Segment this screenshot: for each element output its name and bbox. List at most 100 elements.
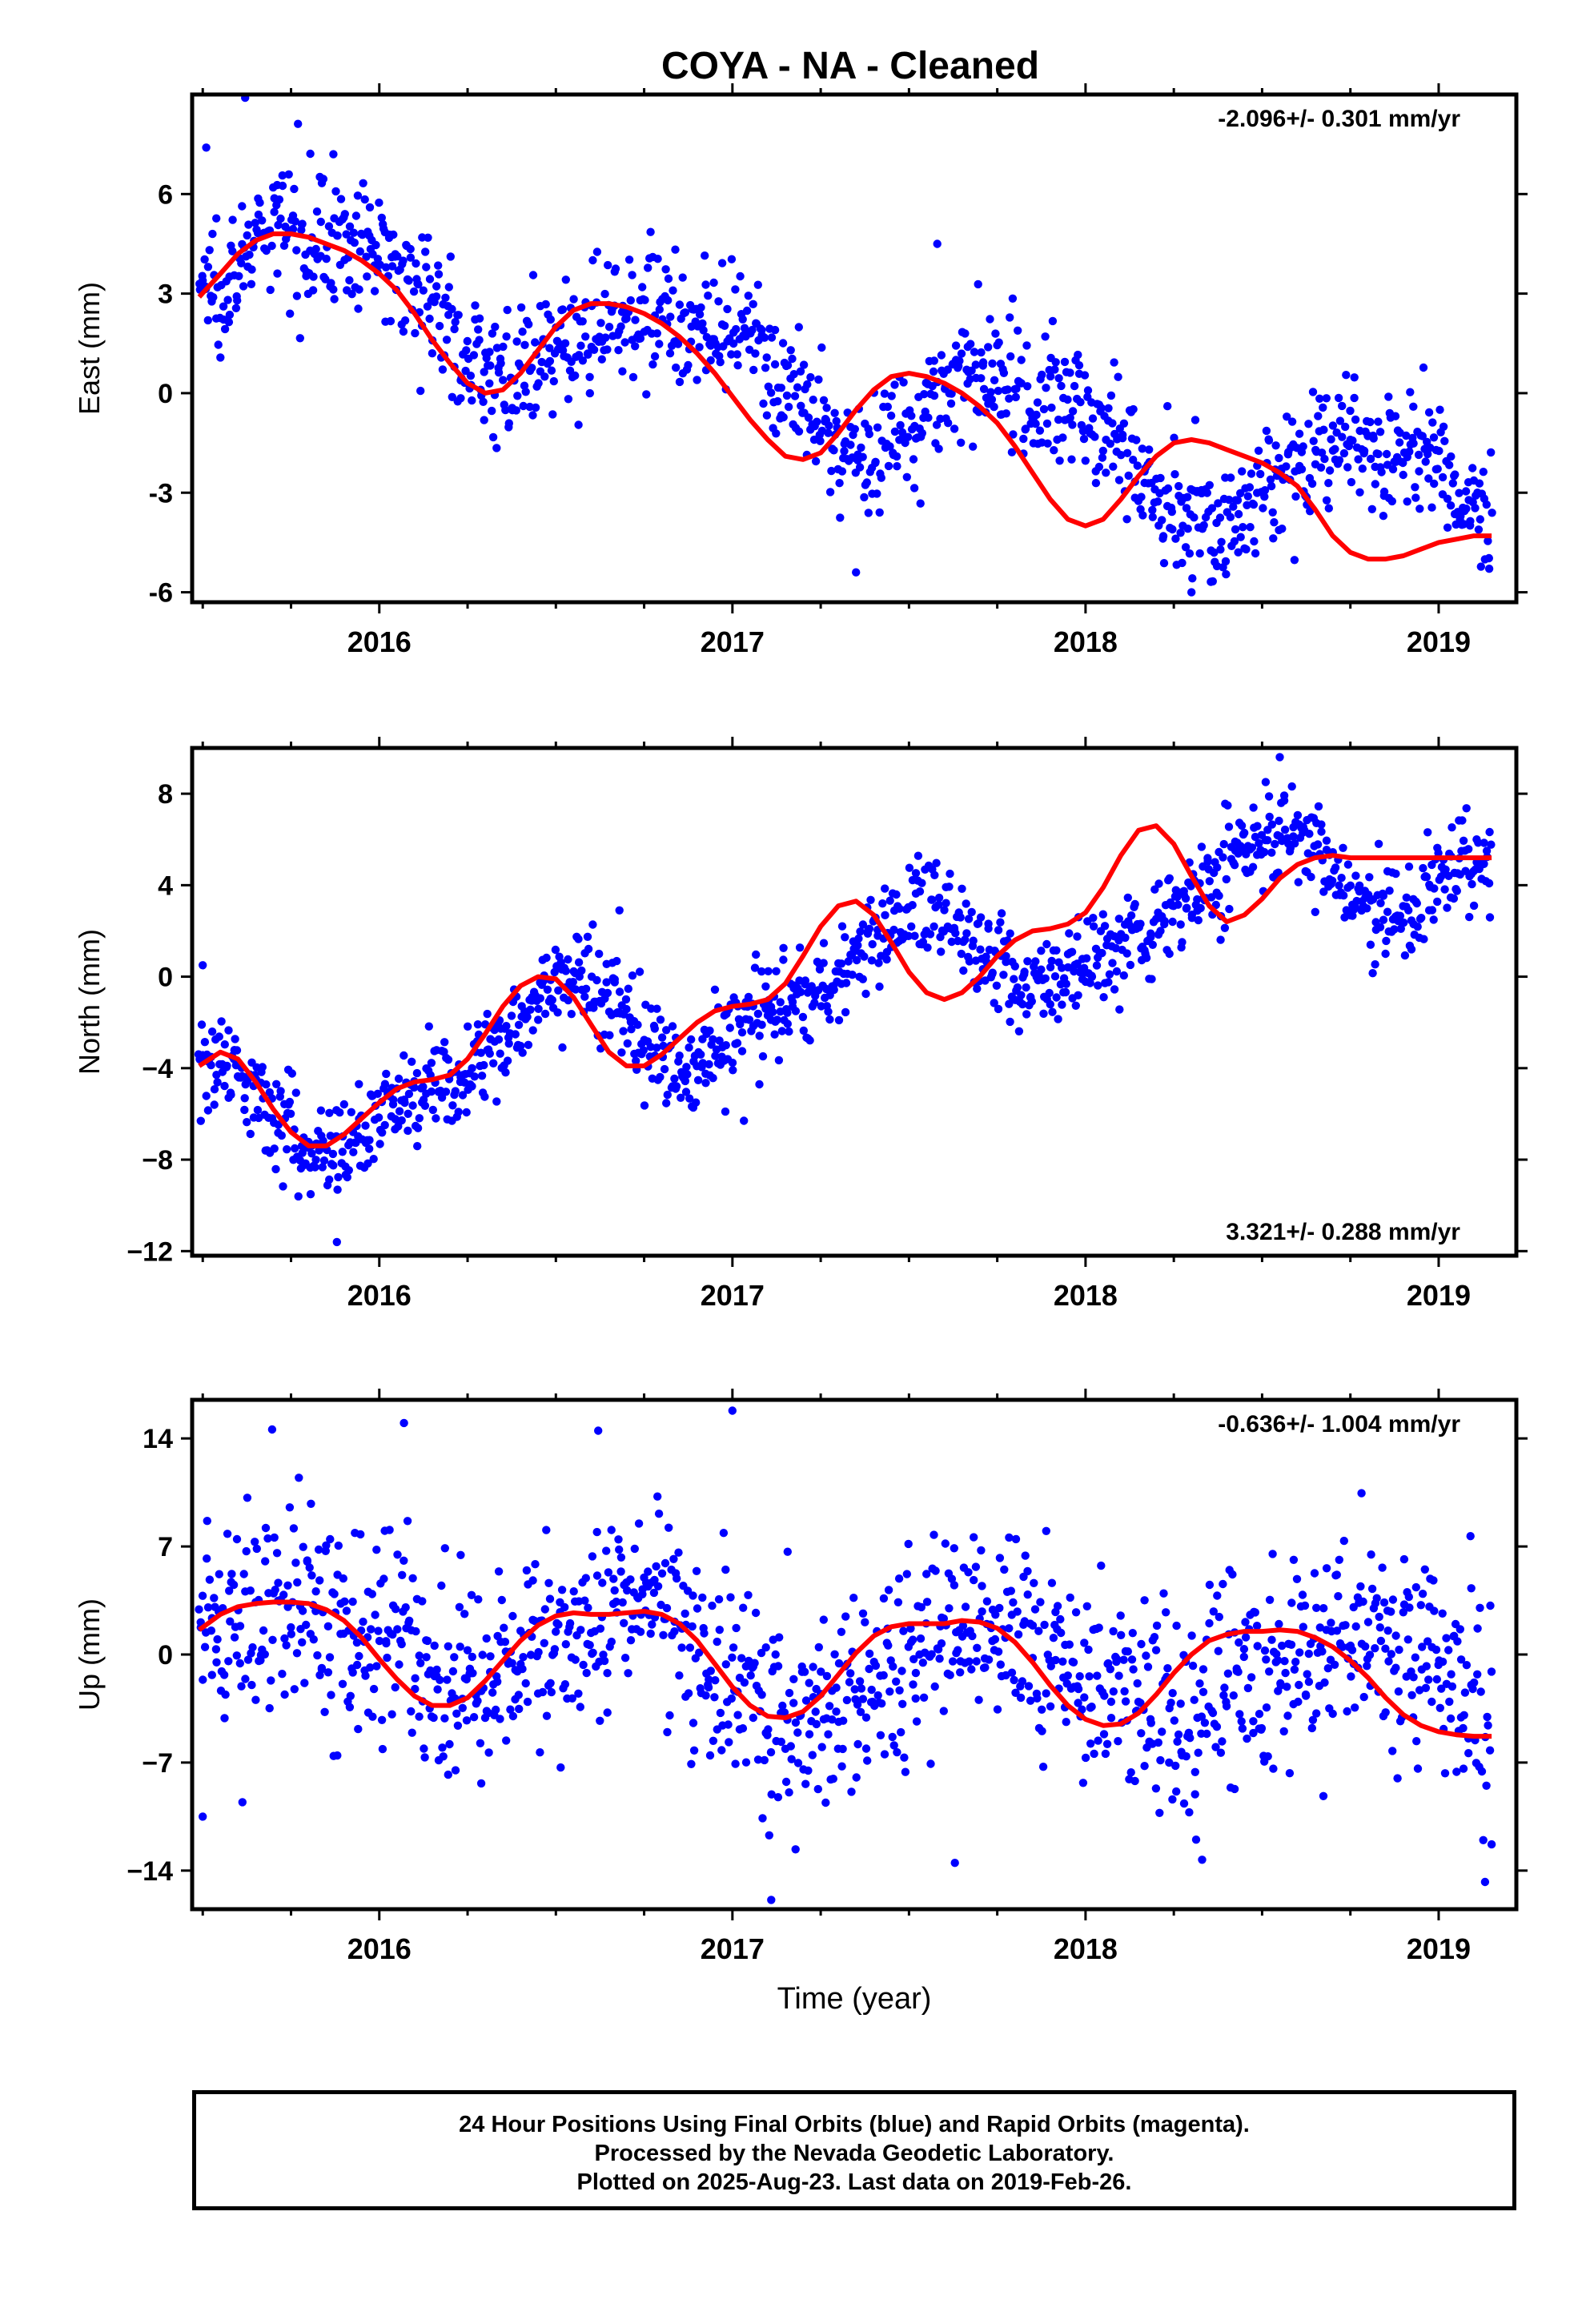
data-point bbox=[937, 947, 946, 956]
data-point bbox=[1054, 374, 1063, 383]
data-point bbox=[1067, 947, 1077, 956]
data-point bbox=[650, 352, 660, 361]
up-data bbox=[195, 1406, 1496, 1904]
data-point bbox=[1335, 881, 1343, 890]
data-point bbox=[474, 1595, 483, 1604]
data-point bbox=[323, 1622, 333, 1631]
data-point bbox=[988, 359, 997, 368]
data-point bbox=[579, 1660, 588, 1670]
east-points bbox=[195, 94, 1496, 597]
data-point bbox=[879, 1594, 889, 1603]
data-point bbox=[496, 1049, 504, 1058]
data-point bbox=[534, 1015, 543, 1024]
data-point bbox=[841, 1612, 850, 1621]
data-point bbox=[280, 1690, 289, 1699]
data-point bbox=[1361, 1642, 1370, 1651]
data-point bbox=[313, 1651, 322, 1660]
data-point bbox=[380, 1080, 390, 1088]
data-point bbox=[1154, 497, 1162, 506]
data-point bbox=[814, 1642, 823, 1652]
east-rate-label: -2.096+/- 0.301 mm/yr bbox=[1218, 106, 1460, 132]
data-point bbox=[581, 984, 591, 994]
data-point bbox=[896, 420, 905, 430]
data-point bbox=[793, 1759, 803, 1767]
data-point bbox=[411, 1674, 420, 1683]
data-point bbox=[571, 371, 580, 380]
data-point bbox=[773, 1015, 781, 1024]
data-point bbox=[207, 1671, 216, 1679]
data-point bbox=[1359, 446, 1369, 456]
data-point bbox=[220, 1081, 229, 1091]
data-point bbox=[556, 1763, 565, 1772]
data-point bbox=[243, 1118, 251, 1127]
data-point bbox=[308, 286, 318, 295]
data-point bbox=[596, 1716, 604, 1725]
data-point bbox=[616, 322, 625, 331]
data-point bbox=[268, 1635, 277, 1644]
data-point bbox=[693, 1076, 703, 1085]
data-point bbox=[401, 1603, 410, 1612]
data-point bbox=[1265, 1595, 1275, 1605]
up-rate-label: -0.636+/- 1.004 mm/yr bbox=[1218, 1411, 1460, 1437]
data-point bbox=[873, 489, 881, 498]
data-point bbox=[560, 339, 570, 348]
data-point bbox=[958, 884, 966, 894]
data-point bbox=[789, 1699, 798, 1707]
data-point bbox=[524, 1040, 533, 1050]
data-point bbox=[934, 444, 943, 453]
data-point bbox=[634, 1519, 644, 1528]
data-point bbox=[592, 975, 601, 985]
data-point bbox=[518, 328, 527, 336]
data-point bbox=[408, 1728, 416, 1737]
data-point bbox=[858, 1695, 868, 1703]
data-point bbox=[977, 374, 986, 383]
data-point bbox=[1367, 1550, 1375, 1559]
data-point bbox=[708, 1601, 717, 1610]
x-tick-label: 2016 bbox=[347, 625, 412, 658]
data-point bbox=[292, 1649, 302, 1658]
data-point bbox=[865, 429, 874, 439]
data-point bbox=[432, 1114, 440, 1123]
data-point bbox=[224, 1026, 233, 1035]
data-point bbox=[1241, 1633, 1251, 1642]
data-point bbox=[822, 404, 831, 412]
data-point bbox=[1317, 820, 1326, 829]
data-point bbox=[347, 290, 356, 299]
data-point bbox=[1263, 1752, 1272, 1761]
footer-line-3: Plotted on 2025-Aug-23. Last data on 201… bbox=[576, 2169, 1132, 2195]
data-point bbox=[404, 1089, 414, 1099]
data-point bbox=[523, 1012, 532, 1021]
data-point bbox=[837, 959, 846, 968]
data-point bbox=[706, 356, 715, 365]
data-point bbox=[276, 1087, 285, 1096]
data-point bbox=[753, 1755, 763, 1764]
data-point bbox=[561, 1640, 570, 1649]
data-point bbox=[1409, 402, 1418, 411]
data-point bbox=[1381, 1644, 1390, 1653]
data-point bbox=[446, 252, 455, 261]
data-point bbox=[1409, 1673, 1418, 1682]
data-point bbox=[1182, 903, 1191, 912]
data-point bbox=[1460, 520, 1468, 529]
data-point bbox=[273, 269, 282, 278]
data-point bbox=[618, 367, 627, 376]
data-point bbox=[819, 1615, 828, 1624]
data-point bbox=[238, 1798, 247, 1807]
data-point bbox=[223, 1061, 231, 1071]
data-point bbox=[1023, 382, 1032, 391]
north-y-ticks bbox=[181, 792, 1528, 1252]
data-point bbox=[1466, 1532, 1475, 1541]
up-y-axis-label: Up (mm) bbox=[73, 1598, 106, 1711]
data-point bbox=[904, 931, 913, 941]
data-point bbox=[885, 1687, 894, 1696]
data-point bbox=[1078, 1779, 1088, 1787]
data-point bbox=[779, 955, 788, 964]
data-point bbox=[1104, 404, 1113, 412]
data-point bbox=[603, 1669, 612, 1678]
data-point bbox=[1312, 1709, 1321, 1718]
data-point bbox=[610, 978, 619, 987]
data-point bbox=[652, 1004, 661, 1013]
data-point bbox=[616, 1567, 625, 1576]
data-point bbox=[721, 1660, 730, 1669]
data-point bbox=[653, 1492, 662, 1501]
